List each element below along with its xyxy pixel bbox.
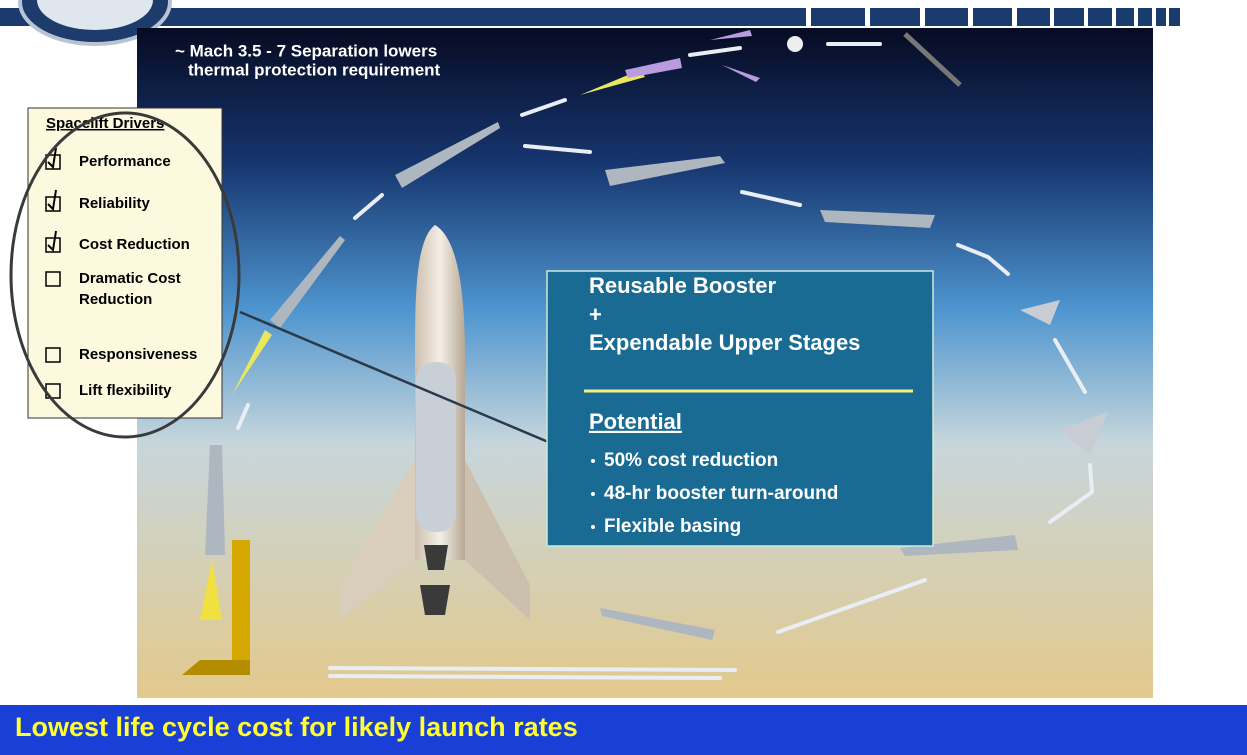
- bullet-dot: [591, 459, 595, 463]
- bullet-dot: [591, 525, 595, 529]
- driver-label: Reliability: [79, 195, 151, 212]
- annotation-line: thermal protection requirement: [188, 60, 441, 79]
- concept-line: +: [589, 302, 602, 327]
- potential-item: Flexible basing: [604, 516, 741, 537]
- bullet-dot: [591, 492, 595, 496]
- driver-label: Reduction: [79, 291, 152, 308]
- drivers-title: Spacelift Drivers: [46, 115, 164, 132]
- footer-text: Lowest life cycle cost for likely launch…: [15, 712, 578, 742]
- potential-item: 48-hr booster turn-around: [604, 483, 838, 504]
- driver-label: Performance: [79, 153, 171, 170]
- potential-title: Potential: [589, 409, 682, 434]
- driver-label: Responsiveness: [79, 346, 197, 363]
- driver-label: Lift flexibility: [79, 382, 172, 399]
- driver-label: Dramatic Cost: [79, 270, 181, 287]
- annotation-line: ~ Mach 3.5 - 7 Separation lowers: [175, 41, 437, 60]
- concept-line: Expendable Upper Stages: [589, 330, 860, 355]
- potential-item: 50% cost reduction: [604, 450, 778, 471]
- slide: ~ Mach 3.5 - 7 Separation lowers thermal…: [0, 0, 1247, 755]
- top-bar: [0, 8, 1247, 26]
- concept-line: Reusable Booster: [589, 273, 776, 298]
- driver-label: Cost Reduction: [79, 236, 190, 253]
